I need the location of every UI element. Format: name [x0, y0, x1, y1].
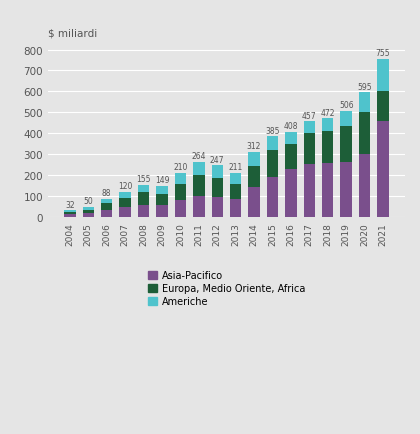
- Text: 472: 472: [320, 108, 335, 117]
- Bar: [230, 185, 241, 200]
- Bar: [304, 122, 315, 134]
- Bar: [175, 201, 186, 218]
- Bar: [359, 154, 370, 218]
- Bar: [138, 193, 149, 205]
- Bar: [267, 178, 278, 218]
- Bar: [64, 215, 76, 218]
- Bar: [359, 93, 370, 113]
- Bar: [304, 164, 315, 218]
- Bar: [267, 137, 278, 151]
- Bar: [359, 113, 370, 154]
- Text: 312: 312: [247, 142, 261, 151]
- Bar: [156, 194, 168, 206]
- Bar: [193, 176, 205, 197]
- Bar: [83, 207, 94, 210]
- Bar: [64, 211, 76, 213]
- Text: 457: 457: [302, 112, 317, 121]
- Text: 755: 755: [376, 49, 390, 58]
- Bar: [212, 166, 223, 179]
- Text: 88: 88: [102, 189, 111, 197]
- Bar: [156, 187, 168, 194]
- Bar: [138, 205, 149, 218]
- Bar: [322, 163, 333, 218]
- Bar: [248, 152, 260, 167]
- Text: 210: 210: [173, 163, 188, 172]
- Bar: [193, 162, 205, 176]
- Bar: [285, 170, 297, 218]
- Bar: [341, 126, 352, 162]
- Text: $ miliardi: $ miliardi: [48, 29, 97, 39]
- Bar: [285, 145, 297, 170]
- Bar: [377, 122, 389, 218]
- Bar: [119, 193, 131, 198]
- Bar: [101, 210, 113, 218]
- Bar: [248, 187, 260, 218]
- Bar: [119, 198, 131, 207]
- Text: 247: 247: [210, 155, 224, 164]
- Bar: [156, 206, 168, 218]
- Text: 264: 264: [192, 152, 206, 161]
- Bar: [341, 112, 352, 126]
- Text: 211: 211: [228, 163, 243, 172]
- Legend: Asia-Pacifico, Europa, Medio Oriente, Africa, Americhe: Asia-Pacifico, Europa, Medio Oriente, Af…: [144, 267, 309, 310]
- Text: 120: 120: [118, 182, 132, 191]
- Text: 149: 149: [155, 176, 169, 185]
- Bar: [285, 132, 297, 145]
- Text: 385: 385: [265, 127, 280, 135]
- Text: 506: 506: [339, 101, 354, 110]
- Bar: [212, 198, 223, 218]
- Text: 32: 32: [65, 201, 75, 209]
- Bar: [83, 214, 94, 218]
- Bar: [193, 197, 205, 218]
- Text: 50: 50: [84, 197, 93, 206]
- Bar: [212, 179, 223, 198]
- Bar: [138, 185, 149, 193]
- Bar: [101, 204, 113, 210]
- Bar: [230, 200, 241, 218]
- Bar: [175, 174, 186, 184]
- Bar: [101, 199, 113, 204]
- Bar: [322, 132, 333, 163]
- Bar: [83, 210, 94, 214]
- Bar: [230, 174, 241, 185]
- Bar: [175, 184, 186, 201]
- Text: 408: 408: [284, 122, 298, 131]
- Bar: [322, 119, 333, 132]
- Bar: [64, 213, 76, 215]
- Bar: [119, 207, 131, 218]
- Text: 155: 155: [136, 174, 151, 184]
- Bar: [341, 162, 352, 218]
- Bar: [377, 60, 389, 92]
- Text: 595: 595: [357, 82, 372, 92]
- Bar: [267, 151, 278, 178]
- Bar: [248, 167, 260, 187]
- Bar: [304, 134, 315, 164]
- Bar: [377, 92, 389, 122]
